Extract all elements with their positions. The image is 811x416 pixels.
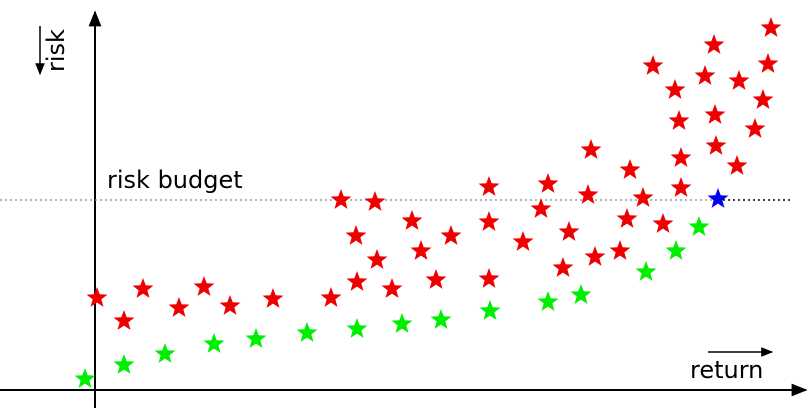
inefficient-portfolio-star (757, 53, 779, 73)
portfolio-stars (74, 17, 782, 388)
inefficient-portfolio-star (619, 159, 641, 179)
inefficient-portfolio-star (760, 17, 782, 37)
inefficient-portfolio-star (86, 287, 108, 307)
inefficient-portfolio-star (726, 155, 748, 175)
optimal-portfolio-star (707, 188, 729, 208)
inefficient-portfolio-star (632, 187, 654, 207)
inefficient-portfolio-star (668, 110, 690, 130)
inefficient-portfolio-star (705, 135, 727, 155)
inefficient-portfolio-star (584, 246, 606, 266)
inefficient-portfolio-star (577, 184, 599, 204)
efficient-portfolio-star (570, 284, 592, 304)
inefficient-portfolio-star (478, 211, 500, 231)
inefficient-portfolio-star (262, 288, 284, 308)
inefficient-portfolio-star (664, 79, 686, 99)
inefficient-portfolio-star (744, 118, 766, 138)
efficient-portfolio-star (537, 291, 559, 311)
efficient-portfolio-star (665, 240, 687, 260)
inefficient-portfolio-star (580, 139, 602, 159)
efficient-portfolio-star (296, 322, 318, 342)
efficient-portfolio-star (479, 300, 501, 320)
inefficient-portfolio-star (703, 34, 725, 54)
inefficient-portfolio-star (552, 257, 574, 277)
inefficient-portfolio-star (381, 278, 403, 298)
inefficient-portfolio-star (694, 65, 716, 85)
inefficient-portfolio-star (652, 213, 674, 233)
efficient-portfolio-star (154, 343, 176, 363)
efficient-portfolio-star (391, 313, 413, 333)
inefficient-portfolio-star (616, 208, 638, 228)
inefficient-portfolio-star (193, 276, 215, 296)
inefficient-portfolio-star (440, 225, 462, 245)
return-axis-label: return (690, 356, 764, 384)
risk-budget-label: risk budget (107, 166, 243, 194)
inefficient-portfolio-star (219, 295, 241, 315)
efficient-portfolio-star (346, 318, 368, 338)
inefficient-portfolio-star (670, 177, 692, 197)
inefficient-portfolio-star (670, 147, 692, 167)
inefficient-portfolio-star (346, 271, 368, 291)
inefficient-portfolio-star (113, 310, 135, 330)
inefficient-portfolio-star (168, 297, 190, 317)
risk-axis-label: risk (42, 29, 70, 72)
inefficient-portfolio-star (752, 89, 774, 109)
inefficient-portfolio-star (410, 240, 432, 260)
inefficient-portfolio-star (132, 278, 154, 298)
inefficient-portfolio-star (728, 70, 750, 90)
efficient-portfolio-star (74, 368, 96, 388)
inefficient-portfolio-star (364, 191, 386, 211)
inefficient-portfolio-star (478, 268, 500, 288)
inefficient-portfolio-star (320, 287, 342, 307)
inefficient-portfolio-star (537, 173, 559, 193)
efficient-portfolio-star (203, 333, 225, 353)
inefficient-portfolio-star (366, 249, 388, 269)
efficient-portfolio-star (113, 354, 135, 374)
inefficient-portfolio-star (401, 210, 423, 230)
inefficient-portfolio-star (345, 225, 367, 245)
inefficient-portfolio-star (425, 269, 447, 289)
inefficient-portfolio-star (558, 221, 580, 241)
efficient-portfolio-star (245, 328, 267, 348)
inefficient-portfolio-star (478, 176, 500, 196)
inefficient-portfolio-star (609, 240, 631, 260)
efficient-portfolio-star (688, 216, 710, 236)
inefficient-portfolio-star (642, 55, 664, 75)
inefficient-portfolio-star (530, 198, 552, 218)
efficient-portfolio-star (430, 309, 452, 329)
inefficient-portfolio-star (512, 231, 534, 251)
inefficient-portfolio-star (704, 104, 726, 124)
efficient-portfolio-star (635, 261, 657, 281)
inefficient-portfolio-star (330, 189, 352, 209)
